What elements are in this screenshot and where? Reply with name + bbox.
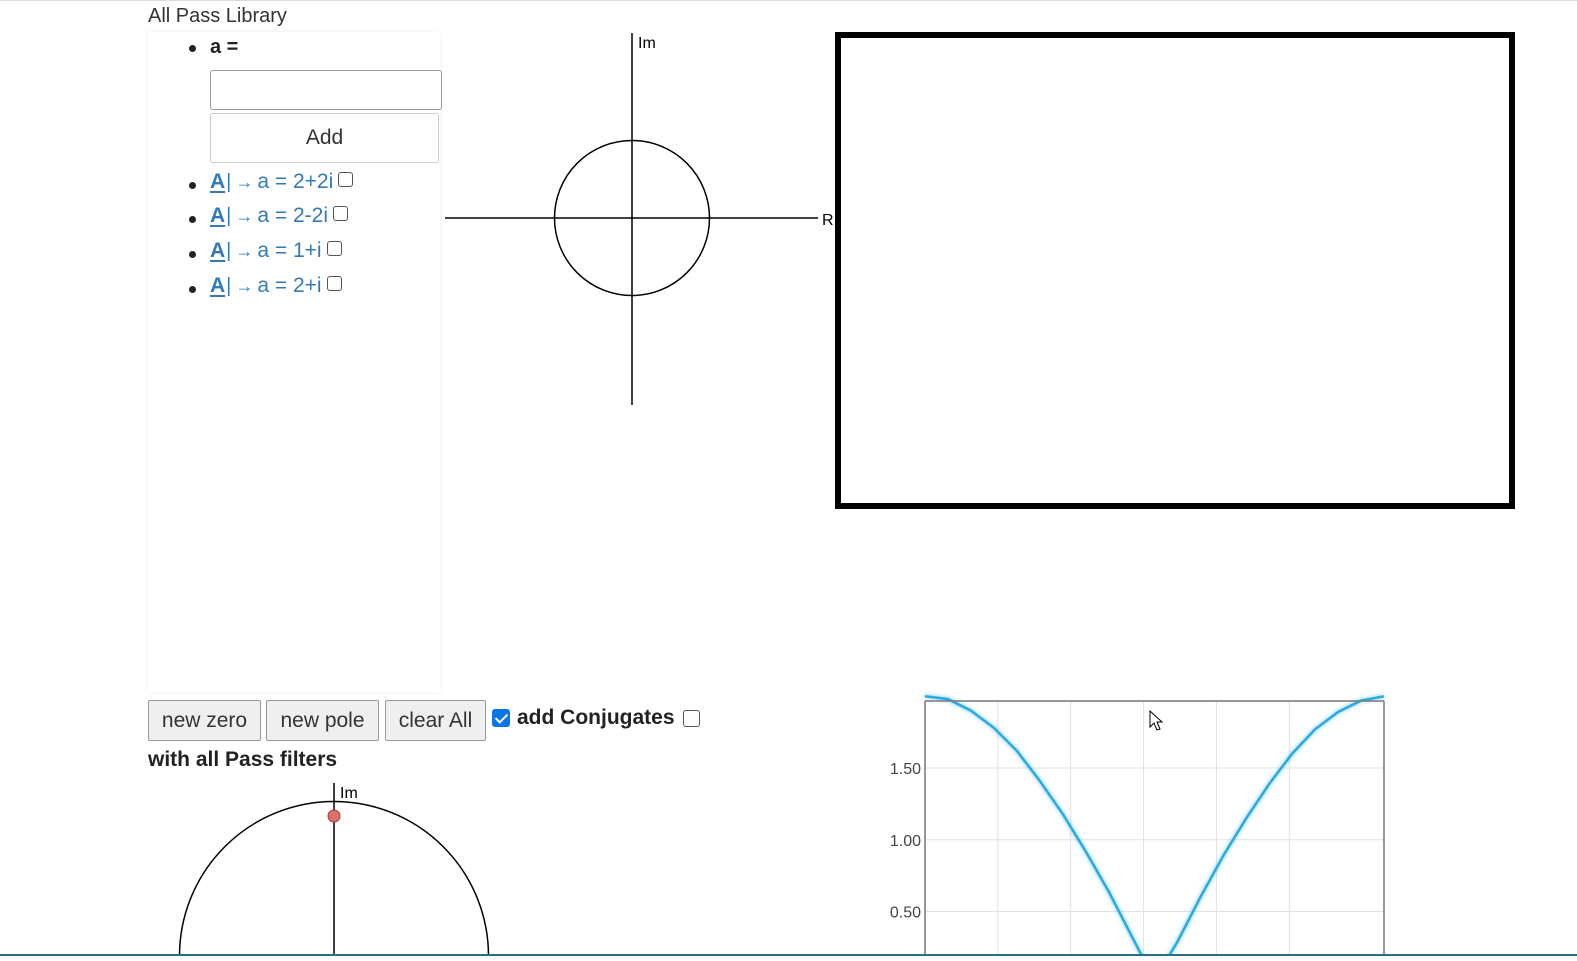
cursor-bar-icon: | — [226, 170, 232, 193]
zplane-top[interactable]: Im R — [445, 30, 835, 410]
list-bullet — [189, 286, 196, 293]
filter-checkbox[interactable] — [326, 275, 342, 291]
unit-circle — [178, 800, 490, 956]
text-format-icon: A — [210, 170, 226, 193]
filter-checkbox[interactable] — [326, 240, 342, 256]
top-border — [0, 0, 1577, 1]
new-pole-button[interactable]: new pole — [266, 700, 379, 741]
filter-item[interactable]: A | → a = 2-2i — [210, 201, 349, 231]
with-all-pass-label: with all Pass filters — [148, 748, 338, 771]
magnitude-response-chart[interactable]: 1.50 1.00 0.50 — [870, 690, 1400, 956]
filter-label: a = 1+i — [257, 239, 322, 262]
filter-item[interactable]: A | → a = 1+i — [210, 236, 342, 266]
text-format-icon: A — [210, 274, 226, 297]
add-conjugates-label: add Conjugates — [517, 706, 675, 729]
new-zero-button[interactable]: new zero — [148, 700, 261, 741]
filter-label: a = 2-2i — [257, 204, 329, 227]
filter-item[interactable]: A | → a = 2+2i — [210, 167, 354, 197]
filter-checkbox[interactable] — [333, 205, 349, 221]
cursor-bar-icon: | — [226, 274, 232, 297]
zplane-bottom[interactable]: Im — [160, 780, 510, 956]
grid-vertical — [997, 701, 1290, 956]
clear-all-button[interactable]: clear All — [385, 700, 486, 741]
filter-label: a = 2+2i — [257, 170, 334, 193]
y-tick-label: 0.50 — [890, 905, 921, 922]
list-bullet — [189, 216, 196, 223]
cursor-icon — [1149, 710, 1164, 731]
list-bullet — [189, 182, 196, 189]
series-line — [924, 695, 1385, 956]
zero-marker[interactable] — [327, 809, 341, 823]
a-value-input[interactable] — [210, 70, 442, 110]
y-tick-label: 1.00 — [890, 833, 921, 850]
add-conjugates-control: add Conjugates — [492, 706, 700, 730]
filter-item[interactable]: A | → a = 2+i — [210, 271, 342, 301]
add-button[interactable]: Add — [210, 113, 439, 163]
series-line-shadow — [924, 693, 1385, 956]
all-pass-checkbox[interactable] — [682, 709, 700, 727]
arrow-icon: → — [235, 171, 254, 192]
cursor-bar-icon: | — [226, 239, 232, 262]
cursor-bar-icon: | — [226, 204, 232, 227]
filter-checkbox[interactable] — [338, 171, 354, 187]
y-tick-labels: 1.50 1.00 0.50 — [890, 761, 921, 922]
text-format-icon: A — [210, 204, 226, 227]
y-tick-label: 1.50 — [890, 761, 921, 778]
phase-plot-area[interactable] — [835, 32, 1515, 509]
arrow-icon: → — [235, 240, 254, 261]
list-bullet — [189, 251, 196, 258]
text-format-icon: A — [210, 239, 226, 262]
list-bullet — [189, 45, 196, 52]
bottom-border — [0, 954, 1577, 956]
a-label: a = — [210, 36, 239, 58]
unit-circle — [553, 139, 711, 297]
library-title: All Pass Library — [148, 5, 287, 27]
arrow-icon: → — [235, 205, 254, 226]
im-axis-label: Im — [340, 785, 358, 802]
arrow-icon: → — [235, 275, 254, 296]
re-axis-label: R — [822, 212, 834, 229]
add-conjugates-checkbox[interactable] — [492, 709, 510, 727]
filter-label: a = 2+i — [257, 274, 322, 297]
im-axis-label: Im — [638, 35, 656, 52]
grid-horizontal — [925, 767, 1384, 912]
